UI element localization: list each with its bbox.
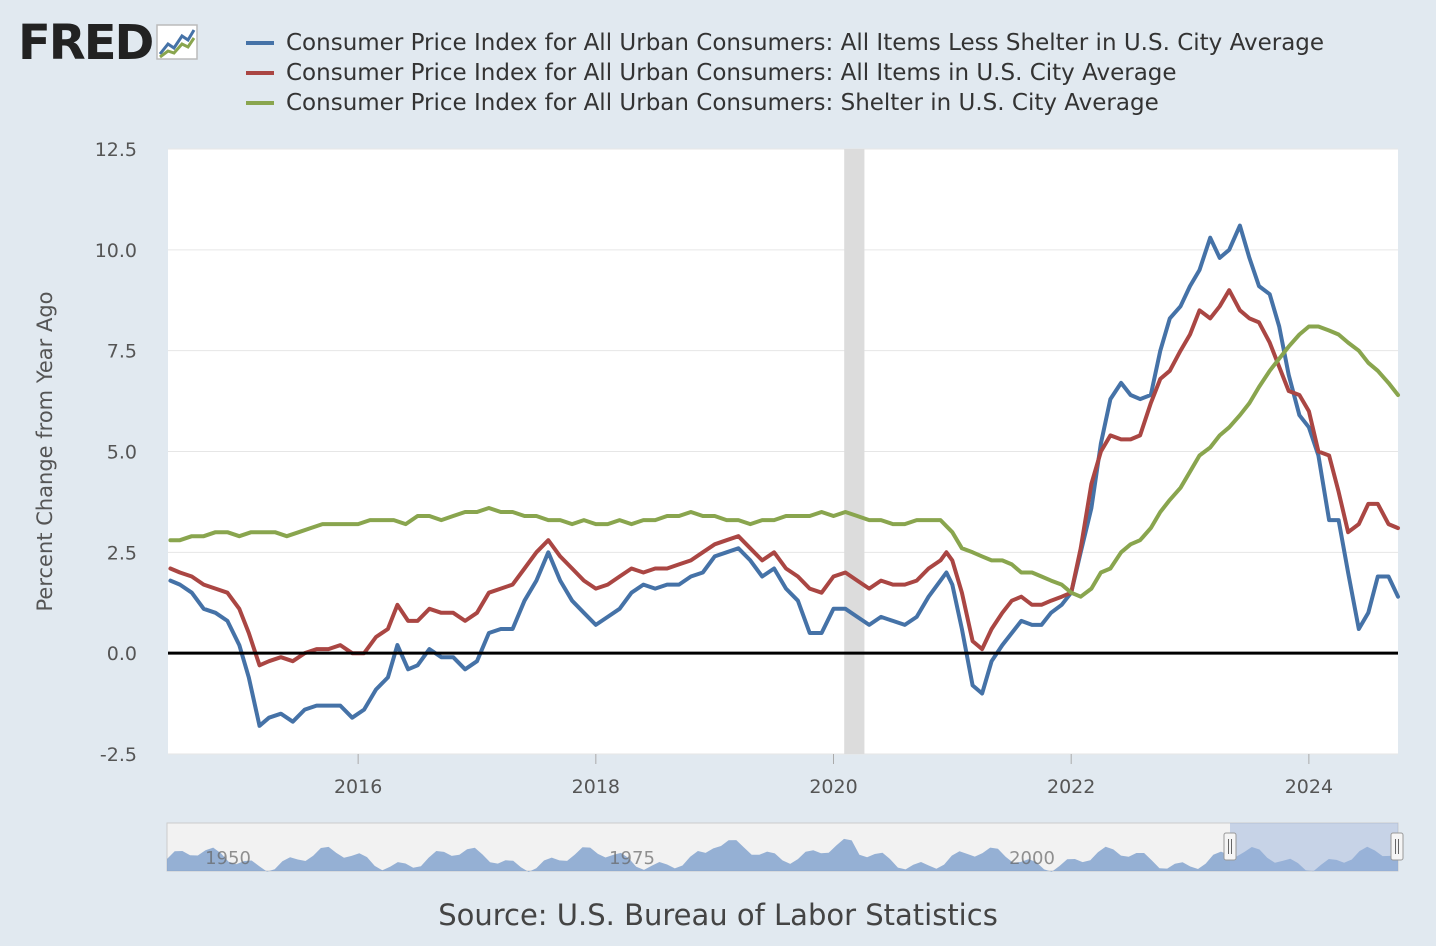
chart-legend: Consumer Price Index for All Urban Consu…	[246, 28, 1324, 118]
navigator-label: 1975	[609, 848, 655, 869]
series-line-3	[168, 324, 1400, 599]
y-tick-label: 2.5	[107, 542, 137, 564]
legend-label: Consumer Price Index for All Urban Consu…	[286, 90, 1159, 116]
legend-swatch	[246, 101, 274, 105]
fred-logo[interactable]: FRED	[18, 15, 199, 71]
legend-item-1[interactable]: Consumer Price Index for All Urban Consu…	[246, 28, 1324, 58]
recession-shade	[844, 149, 865, 754]
trend-graph-icon	[156, 24, 199, 60]
range-navigator: 1950 1975 2000	[166, 822, 1404, 872]
legend-label: Consumer Price Index for All Urban Consu…	[286, 60, 1177, 86]
legend-item-2[interactable]: Consumer Price Index for All Urban Consu…	[246, 58, 1324, 88]
legend-item-3[interactable]: Consumer Price Index for All Urban Consu…	[246, 88, 1324, 118]
y-tick-label: 12.5	[95, 139, 137, 161]
fred-logo-text: FRED	[18, 15, 154, 71]
y-tick-label: 0.0	[107, 643, 137, 665]
x-tick-label: 2016	[334, 776, 382, 798]
x-tick-label: 2018	[572, 776, 620, 798]
x-tick-label: 2022	[1047, 776, 1095, 798]
navigator-overview-area	[167, 838, 1398, 872]
navigator-label: 2000	[1009, 848, 1055, 869]
legend-swatch	[246, 71, 274, 75]
legend-label: Consumer Price Index for All Urban Consu…	[286, 30, 1325, 56]
navigator-left-handle[interactable]	[1223, 832, 1237, 861]
navigator-selection	[1230, 823, 1398, 871]
navigator-right-handle[interactable]	[1390, 832, 1404, 861]
x-tick-label: 2020	[809, 776, 857, 798]
source-note: Source: U.S. Bureau of Labor Statistics	[438, 898, 998, 932]
series-line-1	[168, 223, 1400, 728]
series-line-2	[168, 288, 1400, 668]
navigator-label: 1950	[205, 848, 251, 869]
x-tick-label: 2024	[1285, 776, 1333, 798]
y-tick-label: -2.5	[100, 744, 137, 766]
y-axis-label: Percent Change from Year Ago	[33, 292, 57, 612]
legend-swatch	[246, 41, 274, 45]
y-tick-label: 7.5	[107, 341, 137, 363]
line-chart: -2.5 0.0 2.5 5.0 7.5 10.0 12.5 2016 2018 2020 2022…	[33, 139, 1404, 872]
y-tick-label: 10.0	[95, 240, 137, 262]
y-tick-label: 5.0	[107, 442, 137, 464]
